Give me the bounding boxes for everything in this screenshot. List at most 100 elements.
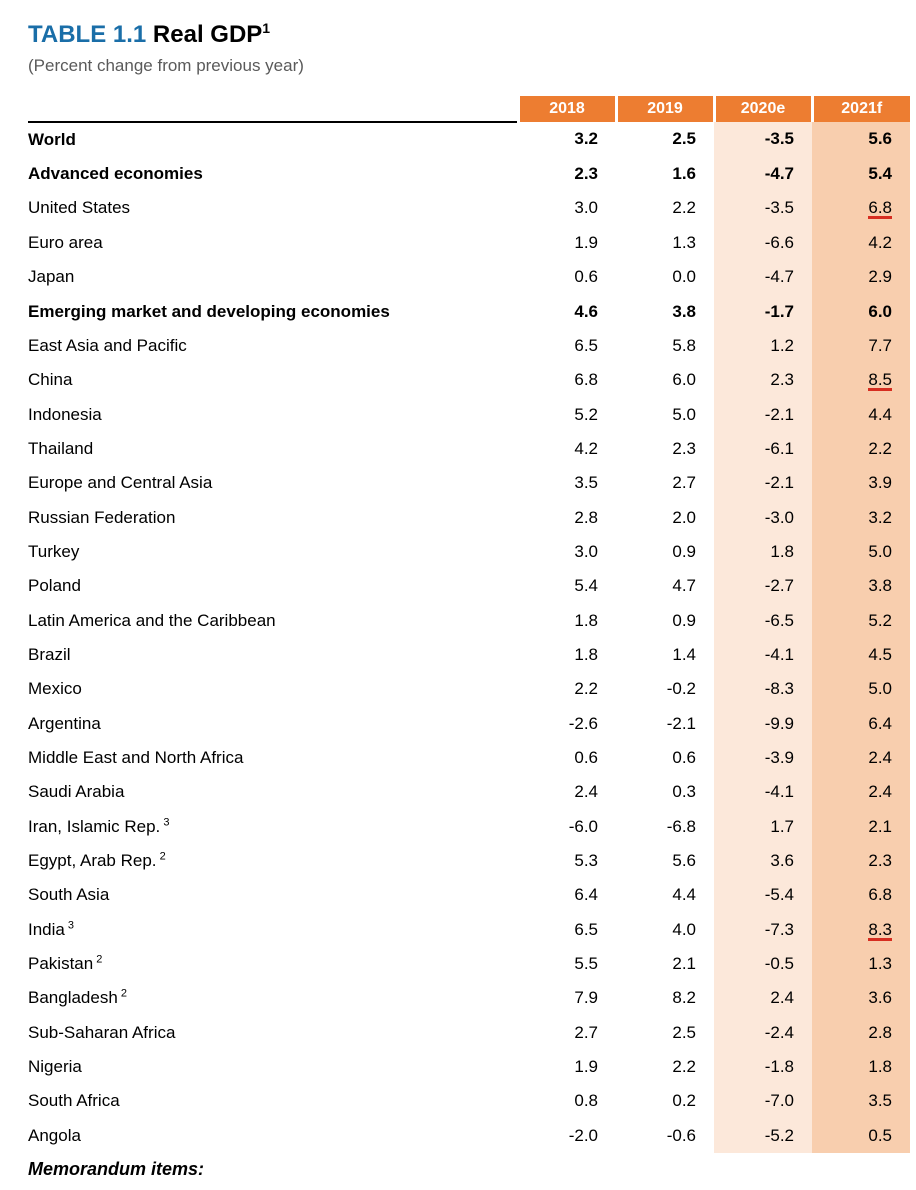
cell-value: 1.6 xyxy=(616,157,714,191)
table-row: Sub-Saharan Africa2.72.5-2.42.8 xyxy=(28,1016,910,1050)
cell-value: 5.0 xyxy=(812,535,910,569)
cell-value: 1.8 xyxy=(518,638,616,672)
table-row: Turkey3.00.91.85.0 xyxy=(28,535,910,569)
cell-value: 1.9 xyxy=(518,1050,616,1084)
cell-value: 4.2 xyxy=(812,226,910,260)
cell-value: 5.6 xyxy=(616,844,714,878)
cell-value: 3.2 xyxy=(812,501,910,535)
table-row: Russian Federation2.82.0-3.03.2 xyxy=(28,501,910,535)
cell-value: 2.8 xyxy=(518,501,616,535)
cell-value: 2.5 xyxy=(616,1016,714,1050)
row-label: Indonesia xyxy=(28,398,518,432)
header-row: 2018 2019 2020e 2021f xyxy=(28,96,910,122)
row-label: Brazil xyxy=(28,638,518,672)
table-row: Middle East and North Africa0.60.6-3.92.… xyxy=(28,741,910,775)
cell-value: 1.3 xyxy=(616,226,714,260)
table-row: Pakistan 25.52.1-0.51.3 xyxy=(28,947,910,981)
col-2020e: 2020e xyxy=(714,96,812,122)
cell-value: -2.4 xyxy=(714,1016,812,1050)
footnote-ref: 3 xyxy=(160,816,169,828)
cell-value: 1.8 xyxy=(812,1050,910,1084)
cell-value: 2.1 xyxy=(616,947,714,981)
cell-value: -4.1 xyxy=(714,775,812,809)
table-row: Europe and Central Asia3.52.7-2.13.9 xyxy=(28,466,910,500)
cell-value: 1.9 xyxy=(518,226,616,260)
footnote-ref: 3 xyxy=(65,919,74,931)
cell-value: -1.8 xyxy=(714,1050,812,1084)
table-row: Advanced economies2.31.6-4.75.4 xyxy=(28,157,910,191)
cell-value: -3.5 xyxy=(714,191,812,225)
row-label: Egypt, Arab Rep. 2 xyxy=(28,844,518,878)
row-label: Europe and Central Asia xyxy=(28,466,518,500)
cell-value: 0.2 xyxy=(616,1084,714,1118)
memorandum-heading: Memorandum items: xyxy=(28,1159,908,1180)
cell-value: -7.0 xyxy=(714,1084,812,1118)
row-label: Mexico xyxy=(28,672,518,706)
table-row: Bangladesh 27.98.22.43.6 xyxy=(28,981,910,1015)
row-label: Japan xyxy=(28,260,518,294)
cell-value: 2.4 xyxy=(812,775,910,809)
row-label: South Asia xyxy=(28,878,518,912)
row-label: Argentina xyxy=(28,707,518,741)
table-row: Saudi Arabia2.40.3-4.12.4 xyxy=(28,775,910,809)
cell-value: 2.4 xyxy=(518,775,616,809)
cell-value: -6.8 xyxy=(616,810,714,844)
table-row: United States3.02.2-3.56.8 xyxy=(28,191,910,225)
table-title: TABLE 1.1 Real GDP1 xyxy=(28,20,908,50)
cell-value: 3.6 xyxy=(812,981,910,1015)
table-row: South Asia6.44.4-5.46.8 xyxy=(28,878,910,912)
cell-value: 3.9 xyxy=(812,466,910,500)
cell-value: 2.4 xyxy=(714,981,812,1015)
footnote-ref: 2 xyxy=(157,850,166,862)
cell-value: 2.9 xyxy=(812,260,910,294)
table-row: South Africa0.80.2-7.03.5 xyxy=(28,1084,910,1118)
cell-value: -2.1 xyxy=(616,707,714,741)
table-row: World3.22.5-3.55.6 xyxy=(28,122,910,157)
cell-value: 0.9 xyxy=(616,535,714,569)
cell-value: 0.6 xyxy=(616,741,714,775)
row-label: Nigeria xyxy=(28,1050,518,1084)
row-label: Latin America and the Caribbean xyxy=(28,604,518,638)
cell-value: 8.2 xyxy=(616,981,714,1015)
col-2019: 2019 xyxy=(616,96,714,122)
table-row: Angola-2.0-0.6-5.20.5 xyxy=(28,1119,910,1153)
table-row: China6.86.02.38.5 xyxy=(28,363,910,397)
cell-value: 2.2 xyxy=(616,191,714,225)
gdp-table: 2018 2019 2020e 2021f World3.22.5-3.55.6… xyxy=(28,96,910,1153)
table-row: Egypt, Arab Rep. 25.35.63.62.3 xyxy=(28,844,910,878)
row-label: Thailand xyxy=(28,432,518,466)
cell-value: -5.2 xyxy=(714,1119,812,1153)
cell-value: -2.7 xyxy=(714,569,812,603)
cell-value: 2.8 xyxy=(812,1016,910,1050)
cell-value: 2.5 xyxy=(616,122,714,157)
cell-value: -3.5 xyxy=(714,122,812,157)
row-label: Iran, Islamic Rep. 3 xyxy=(28,810,518,844)
cell-value: 3.0 xyxy=(518,535,616,569)
cell-value: 2.0 xyxy=(616,501,714,535)
highlighted-value: 8.3 xyxy=(868,921,892,941)
cell-value: 6.0 xyxy=(616,363,714,397)
cell-value: -6.5 xyxy=(714,604,812,638)
table-row: India 36.54.0-7.38.3 xyxy=(28,913,910,947)
row-label: Advanced economies xyxy=(28,157,518,191)
cell-value: 3.2 xyxy=(518,122,616,157)
cell-value: 4.7 xyxy=(616,569,714,603)
cell-value: -0.2 xyxy=(616,672,714,706)
cell-value: 2.3 xyxy=(714,363,812,397)
cell-value: -7.3 xyxy=(714,913,812,947)
cell-value: 1.2 xyxy=(714,329,812,363)
table-row: Brazil1.81.4-4.14.5 xyxy=(28,638,910,672)
row-label: Angola xyxy=(28,1119,518,1153)
row-label: South Africa xyxy=(28,1084,518,1118)
cell-value: 2.4 xyxy=(812,741,910,775)
cell-value: 3.5 xyxy=(812,1084,910,1118)
cell-value: 8.3 xyxy=(812,913,910,947)
row-label: Pakistan 2 xyxy=(28,947,518,981)
cell-value: 0.8 xyxy=(518,1084,616,1118)
page: TABLE 1.1 Real GDP1 (Percent change from… xyxy=(0,0,916,1190)
table-name: Real GDP xyxy=(153,21,262,48)
cell-value: 5.2 xyxy=(812,604,910,638)
cell-value: 0.6 xyxy=(518,260,616,294)
cell-value: 3.5 xyxy=(518,466,616,500)
cell-value: 4.4 xyxy=(616,878,714,912)
